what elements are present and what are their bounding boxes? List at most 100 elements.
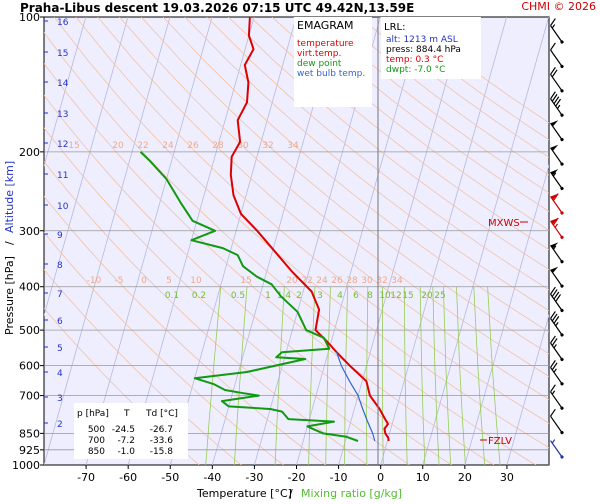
pressure-tick-label: 600 — [19, 360, 40, 373]
altitude-label: 4 — [57, 369, 63, 379]
pressure-tick-label: 100 — [19, 11, 40, 24]
wind-barb — [547, 67, 569, 93]
levels-table-header-p: p [hPa] — [77, 409, 109, 419]
altitude-label: 11 — [57, 171, 68, 181]
mixing-ratio-label: 4 — [337, 291, 343, 301]
theta-label: 10 — [190, 276, 202, 286]
altitude-label: 14 — [57, 79, 69, 89]
y-axis-label-altitude: Altitude [km] — [3, 161, 16, 233]
lrl-altitude: alt: 1213 m ASL — [386, 35, 458, 45]
wind-barb — [549, 119, 569, 142]
levels-table-r2-t: -1.0 — [117, 447, 135, 457]
altitude-label: 8 — [57, 261, 63, 271]
wind-barb — [547, 92, 569, 118]
mixing-ratio-label: 20 — [421, 291, 433, 301]
copyright: CHMI © 2026 — [521, 0, 596, 13]
mixing-ratio-label: 2 — [296, 291, 302, 301]
legend-title: EMAGRAM — [297, 19, 354, 32]
legend-box: EMAGRAM temperature virt.temp. dew point… — [294, 17, 372, 107]
lrl-title: LRL: — [384, 22, 405, 33]
mixing-ratio-label: 15 — [402, 291, 413, 301]
chart-title: Praha-Libus descent 19.03.2026 07:15 UTC… — [20, 1, 414, 15]
wind-barb — [547, 287, 569, 313]
theta-label: 24 — [316, 276, 328, 286]
mixing-ratio-label: 3 — [317, 291, 323, 301]
pressure-tick-label: 500 — [19, 324, 40, 337]
lrl-pressure: press: 884.4 hPa — [386, 45, 461, 55]
mixing-ratio-label: 25 — [434, 291, 445, 301]
pressure-tick-label: 200 — [19, 146, 40, 159]
temperature-tick-label: -30 — [245, 471, 263, 484]
y-axis-label-separator: / — [3, 241, 16, 245]
wind-barb — [549, 168, 569, 191]
levels-table-r1-t: -7.2 — [117, 436, 135, 446]
temperature-tick-label: 10 — [416, 471, 430, 484]
altitude-label: 6 — [57, 317, 63, 327]
altitude-label: 7 — [57, 290, 63, 300]
wind-barb — [547, 385, 569, 411]
temperature-tick-label: 30 — [500, 471, 514, 484]
wind-barb — [549, 192, 569, 215]
wind-barb — [547, 360, 569, 386]
altitude-label: 5 — [57, 344, 63, 354]
temperature-tick-label: -10 — [330, 471, 348, 484]
wind-barbs — [547, 19, 569, 460]
theta-label: 34 — [287, 141, 299, 151]
altitude-label: 16 — [57, 18, 69, 28]
theta-label: 26 — [187, 141, 199, 151]
wind-barb — [547, 311, 569, 337]
wind-barb — [547, 336, 569, 362]
levels-table-r2-p: 850 — [88, 447, 105, 457]
mxws-label: MXWS — [488, 218, 520, 229]
y-axis-title: Pressure [hPa] / Altitude [km] — [3, 161, 16, 335]
levels-table-r0-p: 500 — [88, 425, 105, 435]
fzlv-label: FZLV — [488, 436, 512, 447]
legend-virt-temp: virt.temp. — [297, 49, 341, 59]
wind-barb — [549, 265, 569, 288]
levels-table-r0-t: -24.5 — [112, 425, 135, 435]
temperature-tick-label: 20 — [458, 471, 472, 484]
theta-label: 28 — [212, 141, 224, 151]
theta-label: 34 — [391, 276, 403, 286]
pressure-tick-label: 1000 — [12, 459, 40, 472]
levels-table-r1-td: -33.6 — [150, 436, 174, 446]
wind-barb — [549, 241, 569, 264]
wind-barb — [547, 409, 569, 435]
mixing-ratio-label: 10 — [379, 291, 391, 301]
legend-dew-point: dew point — [297, 59, 342, 69]
altitude-label: 9 — [57, 231, 63, 241]
theta-label: -10 — [87, 276, 102, 286]
temperature-tick-label: -40 — [203, 471, 221, 484]
wind-barb — [549, 438, 566, 459]
altitude-label: 13 — [57, 110, 68, 120]
levels-table-r2-td: -15.8 — [150, 447, 174, 457]
theta-label: 24 — [162, 141, 174, 151]
pressure-tick-label: 925 — [19, 444, 40, 457]
altitude-label: 2 — [57, 420, 63, 430]
theta-label: 30 — [361, 276, 373, 286]
levels-table-header-t: T — [123, 409, 130, 419]
x-axis-label-separator: / — [289, 487, 293, 500]
x-axis-label: Temperature [°C] — [196, 487, 292, 500]
mixing-ratio-label: 12 — [390, 291, 401, 301]
theta-label: -5 — [115, 276, 124, 286]
temperature-tick-label: -60 — [119, 471, 137, 484]
lrl-box: LRL: alt: 1213 m ASL press: 884.4 hPa te… — [381, 17, 481, 79]
altitude-label: 15 — [57, 49, 68, 59]
theta-label: 32 — [262, 141, 273, 151]
theta-label: 5 — [166, 276, 172, 286]
theta-label: 20 — [112, 141, 124, 151]
wind-barb — [549, 216, 569, 239]
y-axis-label: Pressure [hPa] — [3, 256, 16, 335]
mixing-ratio-label: 0.5 — [231, 291, 245, 301]
mixing-ratio-label: 0.1 — [165, 291, 179, 301]
temperature-tick-label: -20 — [288, 471, 306, 484]
temperature-tick-label: -70 — [77, 471, 95, 484]
theta-label: 20 — [286, 276, 298, 286]
levels-table-r0-td: -26.7 — [150, 425, 173, 435]
wind-barb — [547, 19, 569, 45]
pressure-tick-label: 300 — [19, 225, 40, 238]
